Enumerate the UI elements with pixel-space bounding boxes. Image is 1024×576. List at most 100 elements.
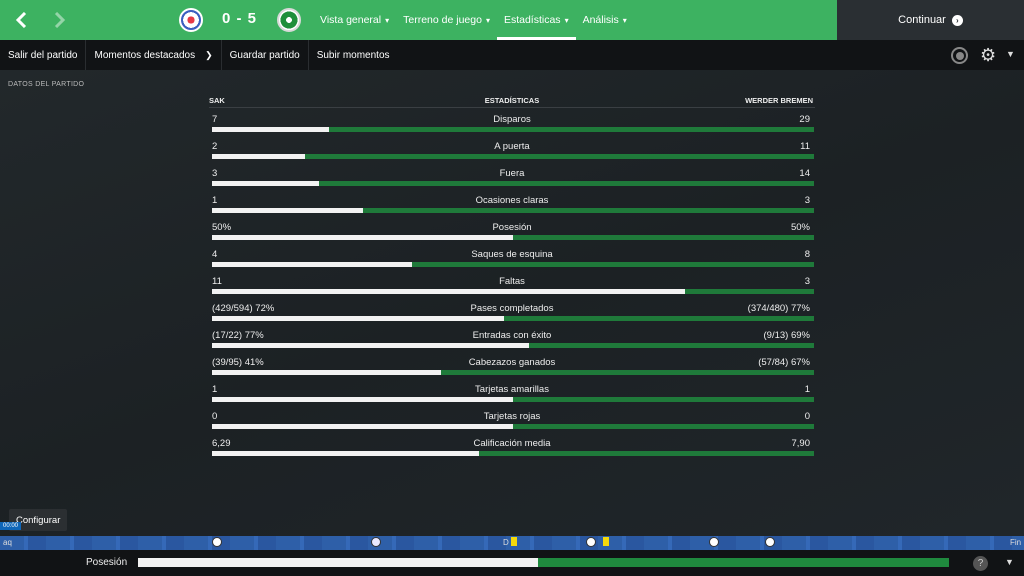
stat-row: 1 Ocasiones claras 3 — [209, 189, 815, 216]
chevron-down-icon: ▾ — [622, 15, 627, 25]
timeline-end-label: Fin — [1010, 538, 1022, 547]
away-team-crest-icon — [277, 8, 301, 32]
stat-home-fill — [212, 262, 413, 267]
configure-button[interactable]: Configurar — [9, 509, 68, 531]
stat-home-fill — [212, 154, 306, 159]
stat-label: Saques de esquina — [471, 249, 553, 260]
chevron-down-icon: ▾ — [485, 15, 490, 25]
match-stats-panel: DATOS DEL PARTIDO SAK ESTADÍSTICAS WERDE… — [0, 70, 1024, 536]
match-timeline[interactable]: aq D Fin — [0, 536, 1024, 550]
match-score: 0 - 5 — [222, 10, 258, 27]
stat-away-value: 3 — [804, 195, 810, 206]
stat-comparison-bar — [212, 127, 814, 132]
top-menu: Vista general ▾ Terreno de juego ▾ Estadís… — [313, 0, 634, 40]
stat-comparison-bar — [212, 316, 814, 321]
forward-arrow-icon[interactable] — [47, 8, 71, 32]
stat-away-value: 29 — [799, 114, 810, 125]
stat-home-fill — [212, 235, 513, 240]
stat-away-value: 11 — [800, 141, 810, 152]
stat-row: 50% Posesión 50% — [209, 216, 815, 243]
stat-away-value: 1 — [804, 384, 810, 395]
menu-label: Estadísticas — [503, 14, 561, 26]
save-match-button[interactable]: Guardar partido — [222, 40, 309, 70]
stat-row: (17/22) 77% Entradas con éxito (9/13) 69% — [209, 324, 815, 351]
yellow-card-icon[interactable] — [511, 537, 517, 546]
yellow-card-icon[interactable] — [603, 537, 609, 546]
stat-away-value: 14 — [799, 168, 810, 179]
stat-home-value: 7 — [212, 114, 218, 125]
record-icon[interactable] — [951, 47, 968, 64]
stat-label: A puerta — [494, 141, 530, 152]
stat-label: Posesión — [492, 222, 532, 233]
stat-home-value: 1 — [212, 195, 218, 206]
stat-label: Calificación media — [473, 438, 551, 449]
menu-terreno-de-juego[interactable]: Terreno de juego ▾ — [396, 0, 497, 40]
stat-away-value: 0 — [804, 411, 810, 422]
stat-away-value: (57/84) 67% — [758, 357, 810, 368]
goal-ball-icon[interactable] — [586, 537, 596, 547]
menu-label: Vista general — [320, 14, 382, 26]
stats-table-header: SAK ESTADÍSTICAS WERDER BREMEN — [209, 94, 815, 108]
team-crest-icon[interactable] — [371, 537, 381, 547]
chevron-down-icon[interactable]: ▼ — [1006, 49, 1015, 59]
stat-home-fill — [212, 181, 319, 186]
bottom-bar: Posesión ? ▼ — [0, 550, 1024, 576]
chevron-down-icon[interactable]: ▼ — [1005, 557, 1014, 567]
arrow-right-circle-icon: › — [951, 14, 963, 26]
stat-label: Cabezazos ganados — [468, 357, 556, 368]
stat-home-value: 2 — [212, 141, 218, 152]
stat-label: Tarjetas rojas — [483, 411, 541, 422]
stat-row: (39/95) 41% Cabezazos ganados (57/84) 67% — [209, 351, 815, 378]
goal-ball-icon[interactable] — [709, 537, 719, 547]
timeline-d-label: D — [503, 538, 509, 547]
goal-ball-icon[interactable] — [212, 537, 222, 547]
chevron-down-icon: ▾ — [564, 15, 569, 25]
stat-comparison-bar — [212, 370, 814, 375]
stat-home-fill — [212, 343, 530, 348]
stat-label: Fuera — [499, 168, 525, 179]
stat-home-fill — [212, 424, 513, 429]
stat-comparison-bar — [212, 262, 814, 267]
stat-comparison-bar — [212, 289, 814, 294]
stat-comparison-bar — [212, 397, 814, 402]
stat-away-value: 50% — [790, 222, 810, 233]
stat-away-value: 7,90 — [791, 438, 811, 449]
stat-away-value: 3 — [804, 276, 810, 287]
action-toolbar: Salir del partido Momentos destacados ❯ G… — [0, 40, 1024, 70]
exit-match-button[interactable]: Salir del partido — [0, 40, 87, 70]
stat-comparison-bar — [212, 451, 814, 456]
menu-analisis[interactable]: Análisis ▾ — [576, 0, 634, 40]
stat-label: Pases completados — [470, 303, 554, 314]
back-arrow-icon[interactable] — [10, 8, 34, 32]
highlights-dropdown[interactable]: Momentos destacados ❯ — [86, 40, 222, 70]
stat-row: 6,29 Calificación media 7,90 — [209, 432, 815, 459]
stat-label: Entradas con éxito — [472, 330, 552, 341]
section-title: DATOS DEL PARTIDO — [8, 81, 85, 88]
stat-home-fill — [212, 370, 441, 375]
stat-label: Ocasiones claras — [475, 195, 549, 206]
stat-comparison-bar — [212, 154, 814, 159]
stat-row: 1 Tarjetas amarillas 1 — [209, 378, 815, 405]
goal-ball-icon[interactable] — [765, 537, 775, 547]
gear-icon[interactable]: ⚙ — [980, 45, 997, 65]
menu-estadisticas[interactable]: Estadísticas ▾ — [496, 0, 576, 40]
chevron-down-icon: ❯ — [205, 49, 213, 60]
menu-vista-general[interactable]: Vista general ▾ — [313, 0, 396, 40]
help-icon[interactable]: ? — [973, 556, 988, 571]
menu-label: Terreno de juego — [403, 14, 482, 26]
stat-row: (429/594) 72% Pases completados (374/480) … — [209, 297, 815, 324]
menu-label: Análisis — [582, 14, 619, 26]
stat-home-value: 50% — [212, 222, 232, 233]
possession-bar — [138, 558, 949, 567]
continue-button[interactable]: Continuar › — [837, 0, 1024, 40]
stat-comparison-bar — [212, 424, 814, 429]
stat-label: Faltas — [499, 276, 525, 287]
stat-home-value: 0 — [212, 411, 218, 422]
stat-label: Disparos — [493, 114, 531, 125]
toolbar-label: Guardar partido — [229, 49, 300, 61]
upload-highlights-button[interactable]: Subir momentos — [309, 40, 398, 70]
timeline-start-label: aq — [3, 538, 12, 547]
stat-home-value: 1 — [212, 384, 218, 395]
stat-home-fill — [212, 451, 479, 456]
stat-row: 2 A puerta 11 — [209, 135, 815, 162]
